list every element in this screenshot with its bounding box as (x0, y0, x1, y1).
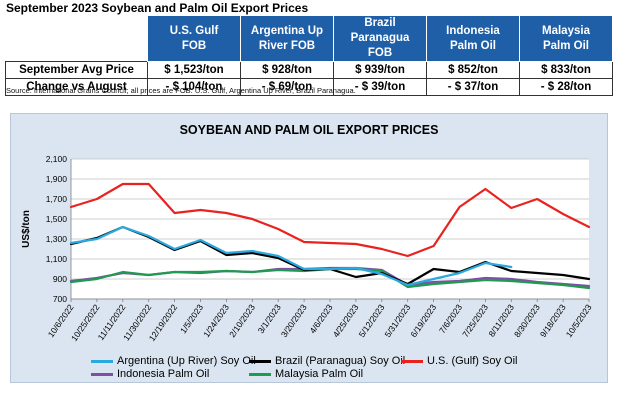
legend-label: Malaysia Palm Oil (275, 368, 364, 380)
source-note: Source: International Grains Council; al… (6, 86, 356, 95)
legend-swatch (401, 359, 423, 363)
y-tick-label: 700 (53, 294, 67, 304)
x-tick-label: 7/25/2023 (460, 302, 490, 339)
plot-area (71, 159, 589, 299)
row-label: Change vs August (5, 78, 148, 96)
chart-title: SOYBEAN AND PALM OIL EXPORT PRICES (179, 123, 439, 137)
table-row: September Avg Price $ 1,523/ton $ 928/ton $… (5, 61, 613, 79)
legend-item: Argentina (Up River) Soy Oil (91, 355, 256, 367)
table-row: Change vs August - $ 104/ton - $ 69/ton - $… (5, 78, 613, 96)
y-tick-label: 900 (53, 274, 67, 284)
series-line (69, 182, 591, 258)
table-cell: - $ 37/ton (426, 78, 520, 96)
legend-item: Indonesia Palm Oil (91, 368, 209, 380)
column-header: Indonesia Palm Oil (426, 15, 520, 62)
x-tick-label: 3/20/2023 (279, 302, 309, 339)
legend-label: Indonesia Palm Oil (117, 368, 210, 380)
chart-panel: SOYBEAN AND PALM OIL EXPORT PRICES 700 90… (10, 113, 608, 383)
table-corner (5, 15, 148, 62)
table-cell: - $ 39/ton (333, 78, 427, 96)
y-tick-label: 1,100 (46, 254, 68, 264)
x-tick-label: 10/5/2023 (564, 302, 594, 339)
y-tick-label: 2,100 (46, 154, 68, 164)
table-body: September Avg Price $ 1,523/ton $ 928/ton $… (5, 61, 613, 96)
table-cell: - $ 104/ton (147, 78, 241, 96)
legend-swatch (91, 372, 113, 376)
table-cell: $ 1,523/ton (147, 61, 241, 79)
table-cell: $ 833/ton (519, 61, 613, 79)
legend-swatch (249, 359, 271, 363)
series-line (69, 225, 513, 287)
table-cell: $ 928/ton (240, 61, 334, 79)
legend-swatch (249, 372, 271, 376)
column-header: Malaysia Palm Oil (519, 15, 613, 62)
column-header: Brazil Paranagua FOB (333, 15, 427, 62)
table-cell: $ 852/ton (426, 61, 520, 79)
table-cell: - $ 28/ton (519, 78, 613, 96)
row-label: September Avg Price (5, 61, 148, 79)
legend-label: Brazil (Paranagua) Soy Oil (275, 355, 406, 367)
legend-item: U.S. (Gulf) Soy Oil (401, 355, 517, 367)
x-tick-label: 7/6/2023 (437, 302, 464, 335)
table-title: September 2023 Soybean and Palm Oil Expo… (6, 1, 309, 15)
x-tick-label: 2/10/2023 (227, 302, 257, 339)
y-tick-label: 1,900 (46, 174, 68, 184)
y-tick-label: 1,500 (46, 214, 68, 224)
legend-swatch (91, 359, 113, 363)
y-tick-label: 1,300 (46, 234, 68, 244)
x-tick-label: 3/1/2023 (256, 302, 283, 335)
y-axis-title: US$/ton (21, 210, 32, 248)
legend-label: U.S. (Gulf) Soy Oil (427, 355, 518, 367)
line-chart: 700 900 1,100 1,300 1,500 1,700 1,900 2,100 US$/… (21, 154, 594, 343)
x-tick-label: 6/19/2023 (408, 302, 438, 339)
price-table: U.S. Gulf FOB Argentina Up River FOB Brazil … (5, 15, 613, 96)
table-cell: $ 939/ton (333, 61, 427, 79)
x-tick-label: 4/6/2023 (307, 302, 334, 335)
column-header: Argentina Up River FOB (240, 15, 334, 62)
legend-item: Brazil (Paranagua) Soy Oil (249, 355, 405, 367)
y-tick-label: 1,700 (46, 194, 68, 204)
legend-item: Malaysia Palm Oil (249, 368, 363, 380)
x-tick-label: 1/5/2023 (178, 302, 205, 335)
column-header: U.S. Gulf FOB (147, 15, 241, 62)
table-header-row: U.S. Gulf FOB Argentina Up River FOB Brazil … (5, 15, 613, 62)
legend-label: Argentina (Up River) Soy Oil (117, 355, 256, 367)
